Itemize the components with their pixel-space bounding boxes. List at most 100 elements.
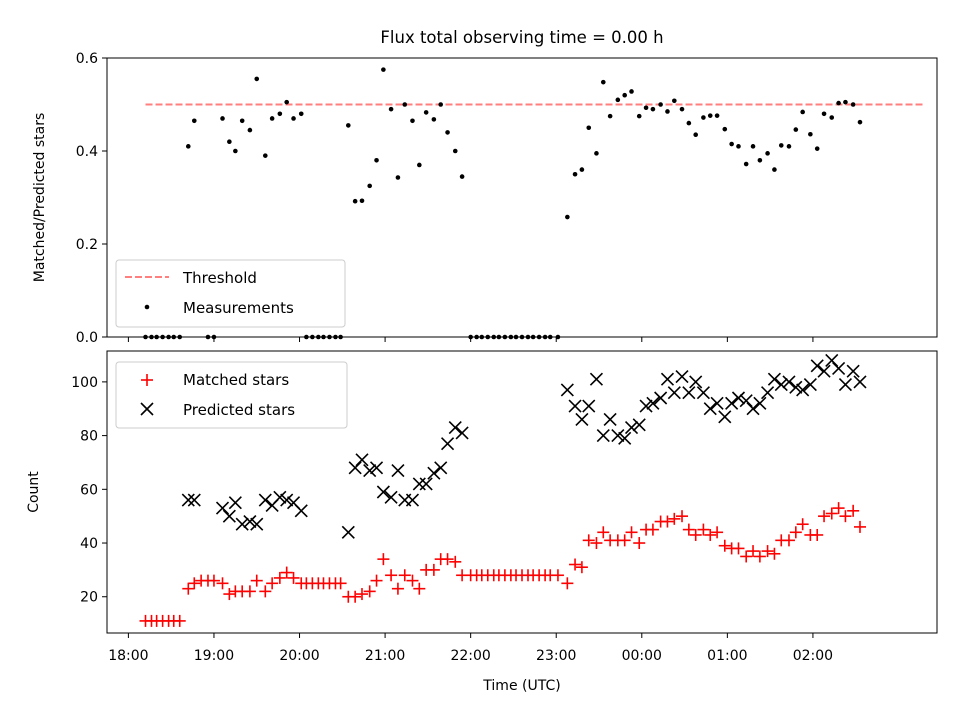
- matched-stars-point: [689, 528, 702, 541]
- matched-stars-point: [551, 569, 564, 582]
- matched-stars-point: [569, 558, 582, 571]
- predicted-stars-point: [825, 353, 839, 367]
- matched-stars-point: [847, 504, 860, 517]
- legend-measurements-label: Measurements: [183, 299, 294, 317]
- measurement-point: [438, 102, 444, 107]
- measurement-point: [452, 148, 458, 154]
- matched-stars-point: [789, 526, 802, 539]
- predicted-stars-point: [639, 399, 653, 413]
- measurement-point: [693, 132, 699, 138]
- matched-stars-point: [796, 518, 809, 531]
- matched-stars-point: [825, 507, 838, 520]
- measurement-point: [778, 143, 784, 148]
- measurement-point: [262, 153, 268, 158]
- top-legend-box: [115, 259, 346, 328]
- matched-stars-point: [575, 561, 588, 574]
- measurement-point: [836, 100, 841, 106]
- predicted-stars-point: [689, 375, 703, 389]
- matched-stars-point: [676, 510, 689, 523]
- predicted-stars-point: [596, 429, 610, 443]
- matched-stars-point: [839, 510, 852, 523]
- top-legend: Threshold Measurements: [115, 259, 346, 328]
- predicted-stars-point: [761, 386, 775, 400]
- bottom-legend-box: [115, 361, 348, 429]
- top-y-ticks: 0.0 0.2 0.4 0.6: [76, 51, 107, 346]
- predicted-stars-point: [746, 402, 760, 416]
- measurement-point: [254, 76, 260, 82]
- xtick-label: 00:00: [622, 648, 662, 664]
- measurement-point: [757, 158, 763, 163]
- measurement-point: [233, 148, 238, 154]
- predicted-stars-point: [228, 496, 242, 510]
- predicted-stars-point: [384, 490, 398, 504]
- bottom-ytick-label: 100: [71, 375, 98, 391]
- measurement-point: [227, 139, 232, 144]
- predicted-stars-point: [675, 369, 689, 384]
- measurement-point: [793, 127, 799, 132]
- predicted-stars-point: [294, 504, 308, 518]
- predicted-stars-point: [405, 493, 420, 507]
- matched-stars-point: [590, 537, 603, 550]
- matched-stars-point: [747, 545, 760, 558]
- matched-stars-point: [682, 523, 695, 536]
- top-y-axis-label: Matched/Predicted stars: [32, 113, 48, 283]
- measurement-point: [402, 102, 408, 107]
- predicted-stars-point: [703, 402, 717, 416]
- xtick-label: 20:00: [279, 648, 319, 664]
- matched-stars-point: [711, 526, 724, 539]
- predicted-stars-point: [853, 375, 867, 389]
- matched-stars-point: [697, 523, 710, 536]
- matched-stars-point: [266, 577, 279, 590]
- measurement-point: [829, 115, 835, 120]
- measurement-point: [786, 144, 792, 149]
- matched-stars-point: [287, 571, 300, 584]
- legend-matched-label: Matched stars: [183, 371, 289, 389]
- measurement-point: [772, 167, 777, 172]
- measurement-point: [374, 158, 379, 163]
- predicted-stars-point: [660, 372, 675, 386]
- predicted-stars-point: [718, 410, 732, 424]
- matched-stars-point: [406, 574, 419, 587]
- bottom-ytick-label: 80: [80, 429, 98, 445]
- predicted-stars-point: [187, 493, 201, 507]
- matched-stars-point: [704, 528, 717, 541]
- predicted-stars-point: [391, 463, 405, 478]
- matched-stars-point: [811, 528, 824, 541]
- measurement-point: [821, 111, 827, 117]
- measurement-point: [643, 105, 649, 111]
- matched-stars-point: [818, 510, 831, 523]
- matched-stars-point: [625, 526, 638, 539]
- measurement-point: [707, 113, 713, 118]
- bottom-ytick-label: 60: [80, 482, 98, 498]
- predicted-stars-point: [355, 453, 369, 467]
- measurement-point: [381, 67, 386, 72]
- predicted-stars-point: [560, 383, 574, 397]
- measurement-point: [388, 106, 394, 112]
- measurement-point: [665, 109, 670, 114]
- top-ytick-label: 0.6: [76, 51, 98, 67]
- predicted-stars-point: [348, 461, 362, 475]
- predicted-stars-point: [654, 391, 668, 405]
- matched-stars-point: [216, 577, 229, 590]
- measurement-point: [615, 97, 621, 103]
- measurement-point: [672, 98, 677, 104]
- bottom-x-ticks: 18:00 19:00 20:00 21:00 22:00 23:00 00:00 01:00…: [108, 633, 833, 664]
- predicted-stars-point: [376, 485, 390, 499]
- measurement-point: [291, 116, 296, 121]
- legend-predicted-swatch: [140, 402, 154, 416]
- legend-measurements-swatch: [144, 304, 150, 310]
- measurement-point: [367, 183, 372, 189]
- matched-stars-point: [413, 582, 426, 595]
- top-ytick-label: 0.4: [76, 144, 98, 160]
- bottom-axes-frame: [106, 350, 938, 634]
- predicted-stars-point: [575, 412, 589, 427]
- predicted-stars-point: [427, 466, 441, 480]
- predicted-stars-point: [243, 514, 257, 529]
- matched-stars-point: [561, 577, 574, 590]
- measurement-point: [765, 151, 770, 156]
- predicted-stars-point: [181, 493, 195, 507]
- predicted-stars-point: [222, 509, 236, 523]
- measurement-point: [714, 113, 720, 118]
- predicted-stars-point: [215, 501, 230, 515]
